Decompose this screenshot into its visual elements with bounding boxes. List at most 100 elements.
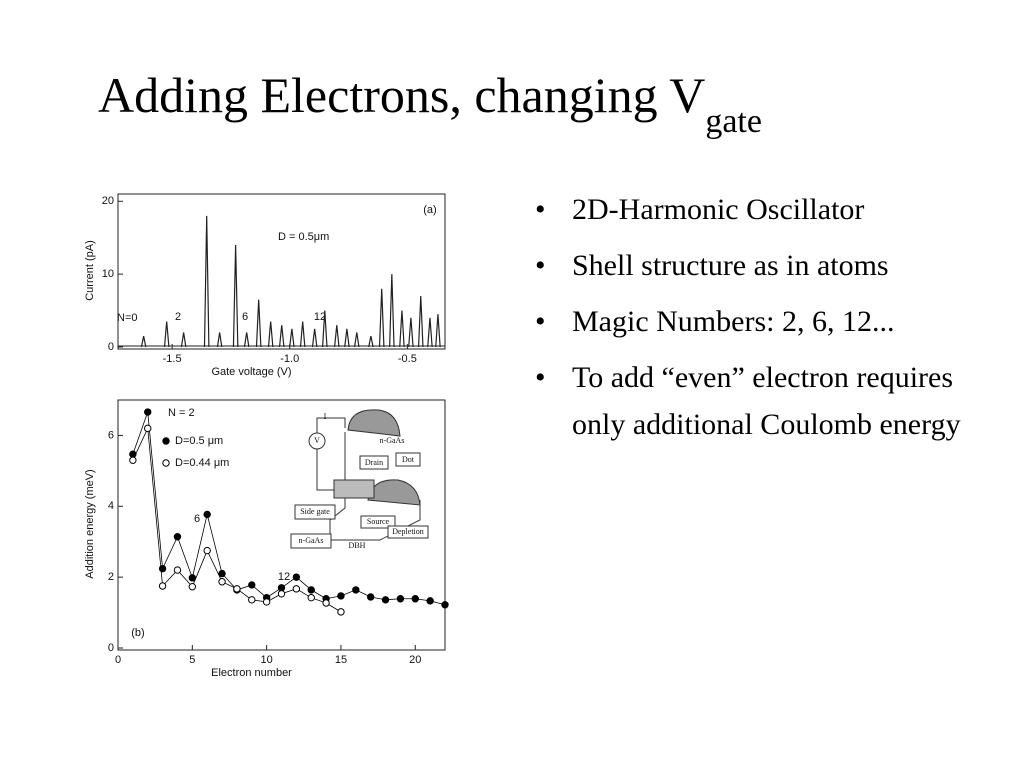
legend-label: D=0.5 μm xyxy=(175,435,223,447)
data-point xyxy=(322,599,330,607)
data-point xyxy=(426,597,434,605)
annotation: N=0 xyxy=(117,312,138,324)
data-point xyxy=(396,595,405,603)
peak xyxy=(140,335,147,348)
inset-label: Source xyxy=(367,517,390,526)
data-point xyxy=(248,596,256,604)
data-point xyxy=(218,578,226,586)
peak xyxy=(299,321,306,348)
inset-box xyxy=(387,525,429,539)
inset-box xyxy=(395,452,421,467)
x-axis-label: Electron number xyxy=(211,667,292,679)
y-axis-label: Current (pA) xyxy=(84,240,96,301)
annotation: (b) xyxy=(131,627,144,639)
data-point xyxy=(158,582,167,590)
annotation: (a) xyxy=(423,204,436,216)
peak xyxy=(232,244,239,348)
inset-diagram: I V n-GaAs Drain Dot Side gate SourceDepletion… xyxy=(290,409,429,550)
inset-label: DBH xyxy=(349,541,366,550)
peak xyxy=(255,299,262,348)
data-point xyxy=(203,510,211,519)
y-tick-label: 6 xyxy=(108,429,114,441)
inset-label: Depletion xyxy=(392,527,424,536)
peak xyxy=(180,332,187,348)
data-point xyxy=(337,608,345,616)
annotation: N = 2 xyxy=(168,407,195,419)
y-tick-label: 4 xyxy=(108,500,114,512)
inset-gate xyxy=(333,479,375,499)
inset-wire xyxy=(316,417,346,491)
title-text: Adding Electrons, changing V xyxy=(98,67,706,123)
x-tick-label: 0 xyxy=(115,654,121,666)
title-subscript: gate xyxy=(705,103,762,140)
peak xyxy=(267,321,274,348)
annotation: 12 xyxy=(278,571,290,583)
inset-dome xyxy=(367,479,421,506)
data-point xyxy=(188,574,197,582)
peak xyxy=(311,328,318,348)
bullet: Shell structure as in atoms xyxy=(535,242,964,289)
peak xyxy=(427,317,433,348)
y-tick-label: 20 xyxy=(102,195,114,207)
bullet-list: 2D-Harmonic Oscillator Shell structure a… xyxy=(535,186,965,457)
x-tick-label: 5 xyxy=(189,654,195,666)
peak xyxy=(216,332,223,348)
peak xyxy=(368,335,374,348)
slide-title: Adding Electrons, changing Vgate xyxy=(98,66,762,140)
data-point xyxy=(307,586,315,594)
bullet: Magic Numbers: 2, 6, 12... xyxy=(535,298,964,345)
data-point xyxy=(292,585,301,593)
peak xyxy=(321,310,328,348)
legend-marker xyxy=(162,437,170,445)
peak xyxy=(163,321,170,348)
y-tick-label: 2 xyxy=(108,571,114,583)
x-axis-label: Gate voltage (V) xyxy=(211,366,291,378)
annotation: 2 xyxy=(175,311,181,323)
peak xyxy=(333,325,340,348)
data-point xyxy=(188,583,197,591)
y-axis-label: Addition energy (meV) xyxy=(84,469,96,578)
y-tick-label: 10 xyxy=(102,268,114,280)
data-point xyxy=(144,424,152,433)
data-point xyxy=(441,601,449,609)
annotation: D = 0.5μm xyxy=(278,231,329,243)
peak xyxy=(378,288,385,348)
inset-box xyxy=(360,515,396,529)
data-point xyxy=(248,581,256,589)
annotation: 6 xyxy=(194,513,200,525)
inset-label: Drain xyxy=(365,458,383,467)
x-tick-label: -0.5 xyxy=(398,353,417,365)
data-point xyxy=(218,569,226,578)
data-point xyxy=(366,593,375,601)
data-point xyxy=(381,596,390,604)
inset-label: Side gate xyxy=(300,507,330,516)
data-point xyxy=(277,584,286,592)
peak xyxy=(344,328,350,348)
data-point xyxy=(173,566,182,574)
data-point xyxy=(262,598,271,606)
legend-label: D=0.44 μm xyxy=(175,457,229,469)
data-point xyxy=(129,456,137,464)
series-line xyxy=(132,411,446,606)
data-point xyxy=(307,593,315,602)
data-point xyxy=(292,573,301,581)
peak xyxy=(389,274,395,348)
y-tick-label: 0 xyxy=(108,642,114,654)
annotation: 12 xyxy=(314,311,326,323)
x-tick-label: 15 xyxy=(335,654,347,666)
x-tick-label: -1.0 xyxy=(280,353,299,365)
y-tick-label: 0 xyxy=(108,341,114,353)
plot-frame xyxy=(117,193,446,350)
data-point xyxy=(411,595,419,603)
data-point xyxy=(352,586,360,594)
peak xyxy=(353,332,360,348)
peak xyxy=(417,295,424,348)
legend-marker xyxy=(162,459,170,467)
annotation: 6 xyxy=(242,311,248,323)
data-point xyxy=(173,533,182,541)
inset-box xyxy=(359,455,389,470)
inset-label: I xyxy=(324,412,327,421)
bullet: 2D-Harmonic Oscillator xyxy=(535,186,964,233)
peak xyxy=(435,314,441,348)
